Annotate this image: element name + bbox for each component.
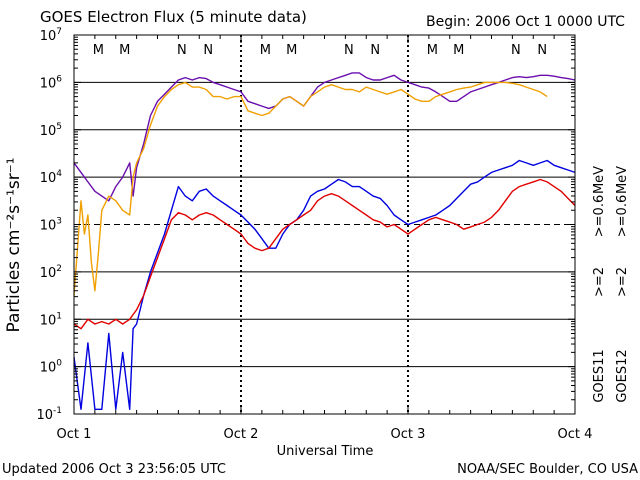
y-tick-label: 104 <box>40 169 63 186</box>
begin-time: Begin: 2006 Oct 1 0000 UTC <box>426 14 625 30</box>
noon-marker: M <box>93 43 104 58</box>
y-axis-label: Particles cm⁻²s⁻¹sr⁻¹ <box>4 157 24 332</box>
x-tick-label: Oct 4 <box>558 427 593 442</box>
series-line-goes12-0-6-mev <box>73 81 548 296</box>
legend-entry-label: >=0.6 <box>615 195 630 237</box>
x-tick-label: Oct 1 <box>57 427 92 442</box>
series-line-goes12-2-mev <box>73 178 576 330</box>
noon-marker: N <box>511 43 521 58</box>
noon-marker: N <box>203 43 213 58</box>
y-tick-label: 106 <box>40 74 63 91</box>
noon-marker: M <box>427 43 438 58</box>
noon-marker: N <box>344 43 354 58</box>
legend-entry-label: >=2 <box>615 267 630 297</box>
noon-marker: M <box>286 43 297 58</box>
y-tick-label: 103 <box>40 217 62 234</box>
x-tick-label: Oct 2 <box>224 427 259 442</box>
y-tick-label: 10-1 <box>36 406 62 423</box>
y-tick-label: 107 <box>40 27 62 44</box>
y-tick-label: 105 <box>40 122 62 139</box>
series-line-goes11-2-mev <box>73 159 576 410</box>
legend-satellite-label: GOES11 <box>592 349 607 402</box>
y-tick-label: 101 <box>40 311 62 328</box>
series-line-goes11-0-6-mev <box>73 72 576 202</box>
legend-entry-label: >=0.6 <box>592 195 607 237</box>
x-axis-ticks: Oct 1 Oct 2 Oct 3 Oct 4 <box>57 35 593 442</box>
chart-title: GOES Electron Flux (5 minute data) <box>40 8 307 26</box>
noon-marker: N <box>177 43 187 58</box>
series-lines <box>73 72 576 410</box>
noon-marker: M <box>119 43 130 58</box>
noon-marker: M <box>453 43 464 58</box>
y-tick-label: 102 <box>40 264 62 281</box>
y-axis-ticks: 10-1 100 101 102 103 104 105 106 107 <box>36 27 575 423</box>
updated-timestamp: Updated 2006 Oct 3 23:56:05 UTC <box>2 462 226 477</box>
legend-satellite-label: GOES12 <box>615 349 630 402</box>
legend-entry-label: >=2 <box>592 267 607 297</box>
noon-marker: N <box>537 43 547 58</box>
day-boundaries <box>240 35 409 414</box>
noon-marker: M <box>260 43 271 58</box>
y-tick-label: 100 <box>40 359 63 376</box>
legend-entry-label: MeV <box>615 166 630 194</box>
x-tick-label: Oct 3 <box>391 427 426 442</box>
x-axis-label: Universal Time <box>277 444 374 459</box>
legend-entry-label: MeV <box>592 166 607 194</box>
noon-marker: N <box>370 43 380 58</box>
data-source: NOAA/SEC Boulder, CO USA <box>457 462 638 477</box>
